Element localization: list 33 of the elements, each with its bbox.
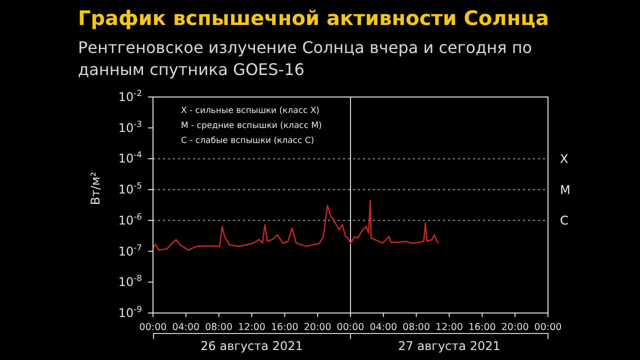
x-tick-label: 20:00 — [501, 322, 529, 333]
x-tick-label: 08:00 — [402, 322, 430, 333]
y-axis-title: Вт/м² — [88, 172, 102, 205]
x-tick-label: 20:00 — [304, 322, 332, 333]
x-tick-label: 00:00 — [534, 322, 562, 333]
x-tick-label: 04:00 — [172, 322, 200, 333]
annotation: C - слабые вспышки (класс C) — [181, 136, 314, 146]
annotation: X - сильные вспышки (класс X) — [181, 106, 320, 116]
y-tick-label: 10$^{-4}$ — [118, 150, 142, 166]
x-tick-label: 00:00 — [139, 322, 167, 333]
ref-line-label: C — [560, 214, 568, 228]
x-tick-label: 12:00 — [436, 322, 463, 333]
annotation: M - средние вспышки (класс M) — [181, 121, 322, 131]
chart-title: График вспышечной активности Солнца — [78, 6, 549, 30]
x-tick-label: 04:00 — [370, 322, 398, 333]
ref-line-label: X — [560, 152, 568, 166]
y-tick-label: 10$^{-8}$ — [118, 273, 142, 290]
ref-line-label: M — [560, 182, 570, 197]
x-tick-label: 12:00 — [238, 322, 266, 333]
y-tick-label: 10$^{-2}$ — [118, 88, 142, 104]
line-series — [153, 200, 440, 251]
x-tick-label: 08:00 — [205, 322, 233, 333]
x-tick-label: 16:00 — [270, 322, 298, 333]
y-tick-label: 10$^{-3}$ — [118, 118, 142, 135]
x-tick-label: 16:00 — [468, 322, 496, 333]
y-tick-label: 10$^{-7}$ — [118, 242, 142, 258]
text: 26 августа 2021 — [200, 339, 304, 353]
chart-subtitle: Рентгеновское излучение Солнца вчера и сегодня по данным спутника GOES-16 — [78, 37, 534, 81]
y-tick-label: 10$^{-6}$ — [118, 211, 142, 228]
y-tick-label: 10$^{-9}$ — [118, 304, 142, 320]
text: 27 августа 2021 — [397, 339, 502, 353]
y-tick-label: 10$^{-5}$ — [118, 180, 142, 197]
x-tick-label: 00:00 — [336, 322, 364, 333]
